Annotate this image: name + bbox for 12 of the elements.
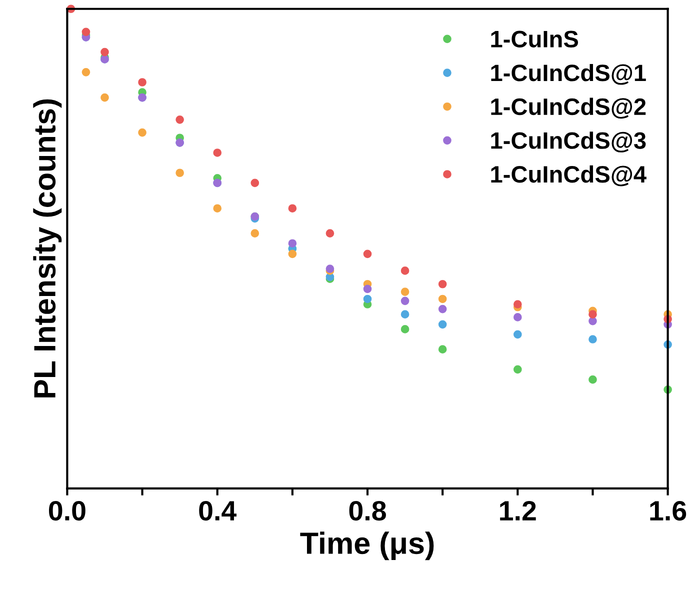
x-tick-label: 0.4 [199, 500, 237, 521]
x-tick-label: 0.0 [48, 500, 86, 521]
legend-label: 1-CuInCdS@1 [491, 64, 646, 85]
legend-label: 1-CuInS [491, 30, 578, 48]
x-tick-label: 1.6 [650, 500, 686, 521]
legend-label: 1-CuInCdS@4 [491, 165, 646, 186]
legend-label: 1-CuInCdS@3 [491, 132, 646, 152]
y-axis-title: PL Intensity (counts) [33, 99, 62, 398]
legend-label: 1-CuInCdS@2 [491, 98, 646, 119]
x-tick-label: 1.2 [500, 500, 536, 520]
x-axis-title: Time (μs) [300, 532, 434, 560]
x-tick-label: 0.8 [349, 500, 386, 521]
